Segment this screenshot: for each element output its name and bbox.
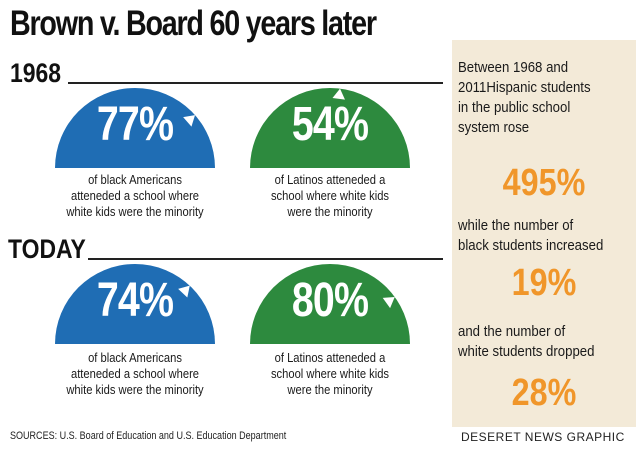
caption-today-latino-line-1: of Latinos atteneded a [274, 350, 386, 365]
caption-today-latino-line-3: were the minority [287, 382, 373, 397]
year-today-divider [88, 258, 443, 260]
sidebar-intro-line-4: system rose [458, 119, 530, 136]
gauge-1968-black-marker [183, 115, 196, 127]
gauge-1968-latino-marker [332, 88, 345, 100]
gauge-today-latino-dome [250, 264, 410, 344]
publisher-credit: DESERET NEWS GRAPHIC [461, 430, 625, 444]
sidebar-intro-line-2: 2011Hispanic students [458, 79, 591, 96]
sidebar-intro-line-3: in the public school [458, 99, 571, 116]
gauge-1968-latino-dome [250, 88, 410, 168]
value-today-latino: 80% [291, 274, 369, 327]
caption-1968-black-line-1: of black Americans [88, 172, 182, 187]
caption-1968-latino-line-2: school where white kids [270, 188, 390, 203]
sidebar-mid-1: while the number of black students incre… [458, 216, 616, 256]
value-today-black: 74% [96, 274, 174, 327]
black-increase-stat: 19% [511, 262, 577, 304]
hispanic-increase-stat: 495% [502, 162, 586, 204]
caption-1968-black-line-3: white kids were the minority [66, 204, 204, 219]
caption-today-black-line-2: atteneded a school where [70, 366, 200, 381]
caption-1968-latino-line-3: were the minority [287, 204, 373, 219]
gauge-today-black [55, 264, 215, 344]
year-today-label: TODAY [8, 234, 86, 264]
caption-today-latino: of Latinos atteneded a school where whit… [248, 350, 411, 398]
caption-1968-latino: of Latinos atteneded a school where whit… [248, 172, 411, 220]
caption-today-latino-line-2: school where white kids [270, 366, 390, 381]
gauge-today-black-dome [55, 264, 215, 344]
sidebar-mid-1-line-1: while the number of [458, 217, 574, 234]
value-1968-latino: 54% [291, 98, 369, 151]
sidebar-intro: Between 1968 and 2011Hispanic students i… [458, 58, 616, 138]
sidebar-mid-1-line-2: black students increased [458, 237, 604, 254]
sources-note: SOURCES: U.S. Board of Education and U.S… [10, 430, 287, 442]
gauge-today-latino-marker [382, 296, 395, 309]
page-title: Brown v. Board 60 years later [10, 4, 377, 43]
caption-1968-black-line-2: atteneded a school where [70, 188, 200, 203]
caption-today-black-line-3: white kids were the minority [66, 382, 204, 397]
sidebar-mid-2-line-1: and the number of [458, 323, 566, 340]
value-1968-black: 77% [96, 98, 174, 151]
sidebar-mid-2-line-2: white students dropped [458, 343, 595, 360]
caption-1968-black: of black Americans atteneded a school wh… [53, 172, 216, 220]
sidebar-mid-2: and the number of white students dropped [458, 322, 616, 362]
year-1968-label: 1968 [10, 58, 62, 88]
caption-today-black: of black Americans atteneded a school wh… [53, 350, 216, 398]
gauge-1968-black-dome [55, 88, 215, 168]
gauge-1968-black [55, 88, 215, 168]
gauge-1968-latino [250, 88, 410, 168]
white-decrease-stat: 28% [511, 372, 577, 414]
gauge-today-latino [250, 264, 410, 344]
year-1968-divider [68, 82, 443, 84]
caption-1968-latino-line-1: of Latinos atteneded a [274, 172, 386, 187]
stats-sidebar [452, 40, 636, 427]
sidebar-intro-line-1: Between 1968 and [458, 59, 569, 76]
gauge-today-black-marker [178, 285, 190, 298]
caption-today-black-line-1: of black Americans [88, 350, 182, 365]
